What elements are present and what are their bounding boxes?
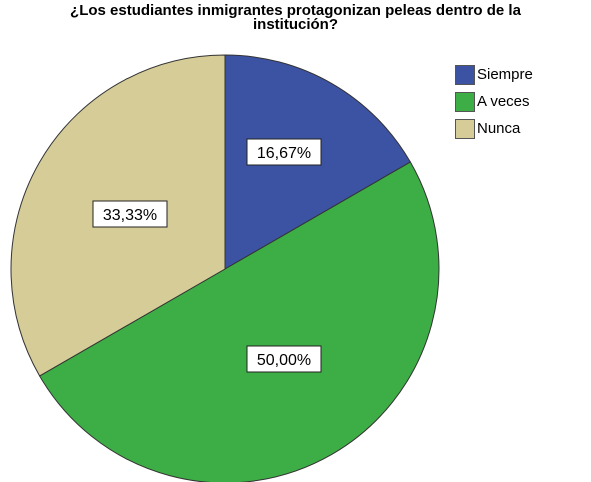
legend: Siempre A veces Nunca xyxy=(455,61,533,142)
chart-title-line-2: institución? xyxy=(253,16,338,33)
svg-text:33,33%: 33,33% xyxy=(103,207,157,224)
data-label-nunca: 33,33% xyxy=(92,200,168,228)
chart-title: ¿Los estudiantes inmigrantes protagoniza… xyxy=(0,2,591,33)
legend-label-siempre: Siempre xyxy=(477,66,533,83)
data-label-a-veces: 50,00% xyxy=(246,345,322,373)
data-label-siempre: 16,67% xyxy=(246,138,322,166)
legend-label-nunca: Nunca xyxy=(477,120,521,137)
svg-text:16,67%: 16,67% xyxy=(257,145,311,162)
legend-swatch-siempre xyxy=(455,64,475,85)
legend-swatch-nunca xyxy=(455,118,475,139)
legend-item-siempre: Siempre xyxy=(455,61,533,88)
svg-text:50,00%: 50,00% xyxy=(257,352,311,369)
legend-item-nunca: Nunca xyxy=(455,115,533,142)
legend-swatch-a-veces xyxy=(455,91,475,112)
legend-item-a-veces: A veces xyxy=(455,88,533,115)
chart-title-line-1: ¿Los estudiantes inmigrantes protagoniza… xyxy=(70,2,521,19)
legend-label-a-veces: A veces xyxy=(477,93,530,110)
pie-slice-a-veces xyxy=(38,161,440,482)
